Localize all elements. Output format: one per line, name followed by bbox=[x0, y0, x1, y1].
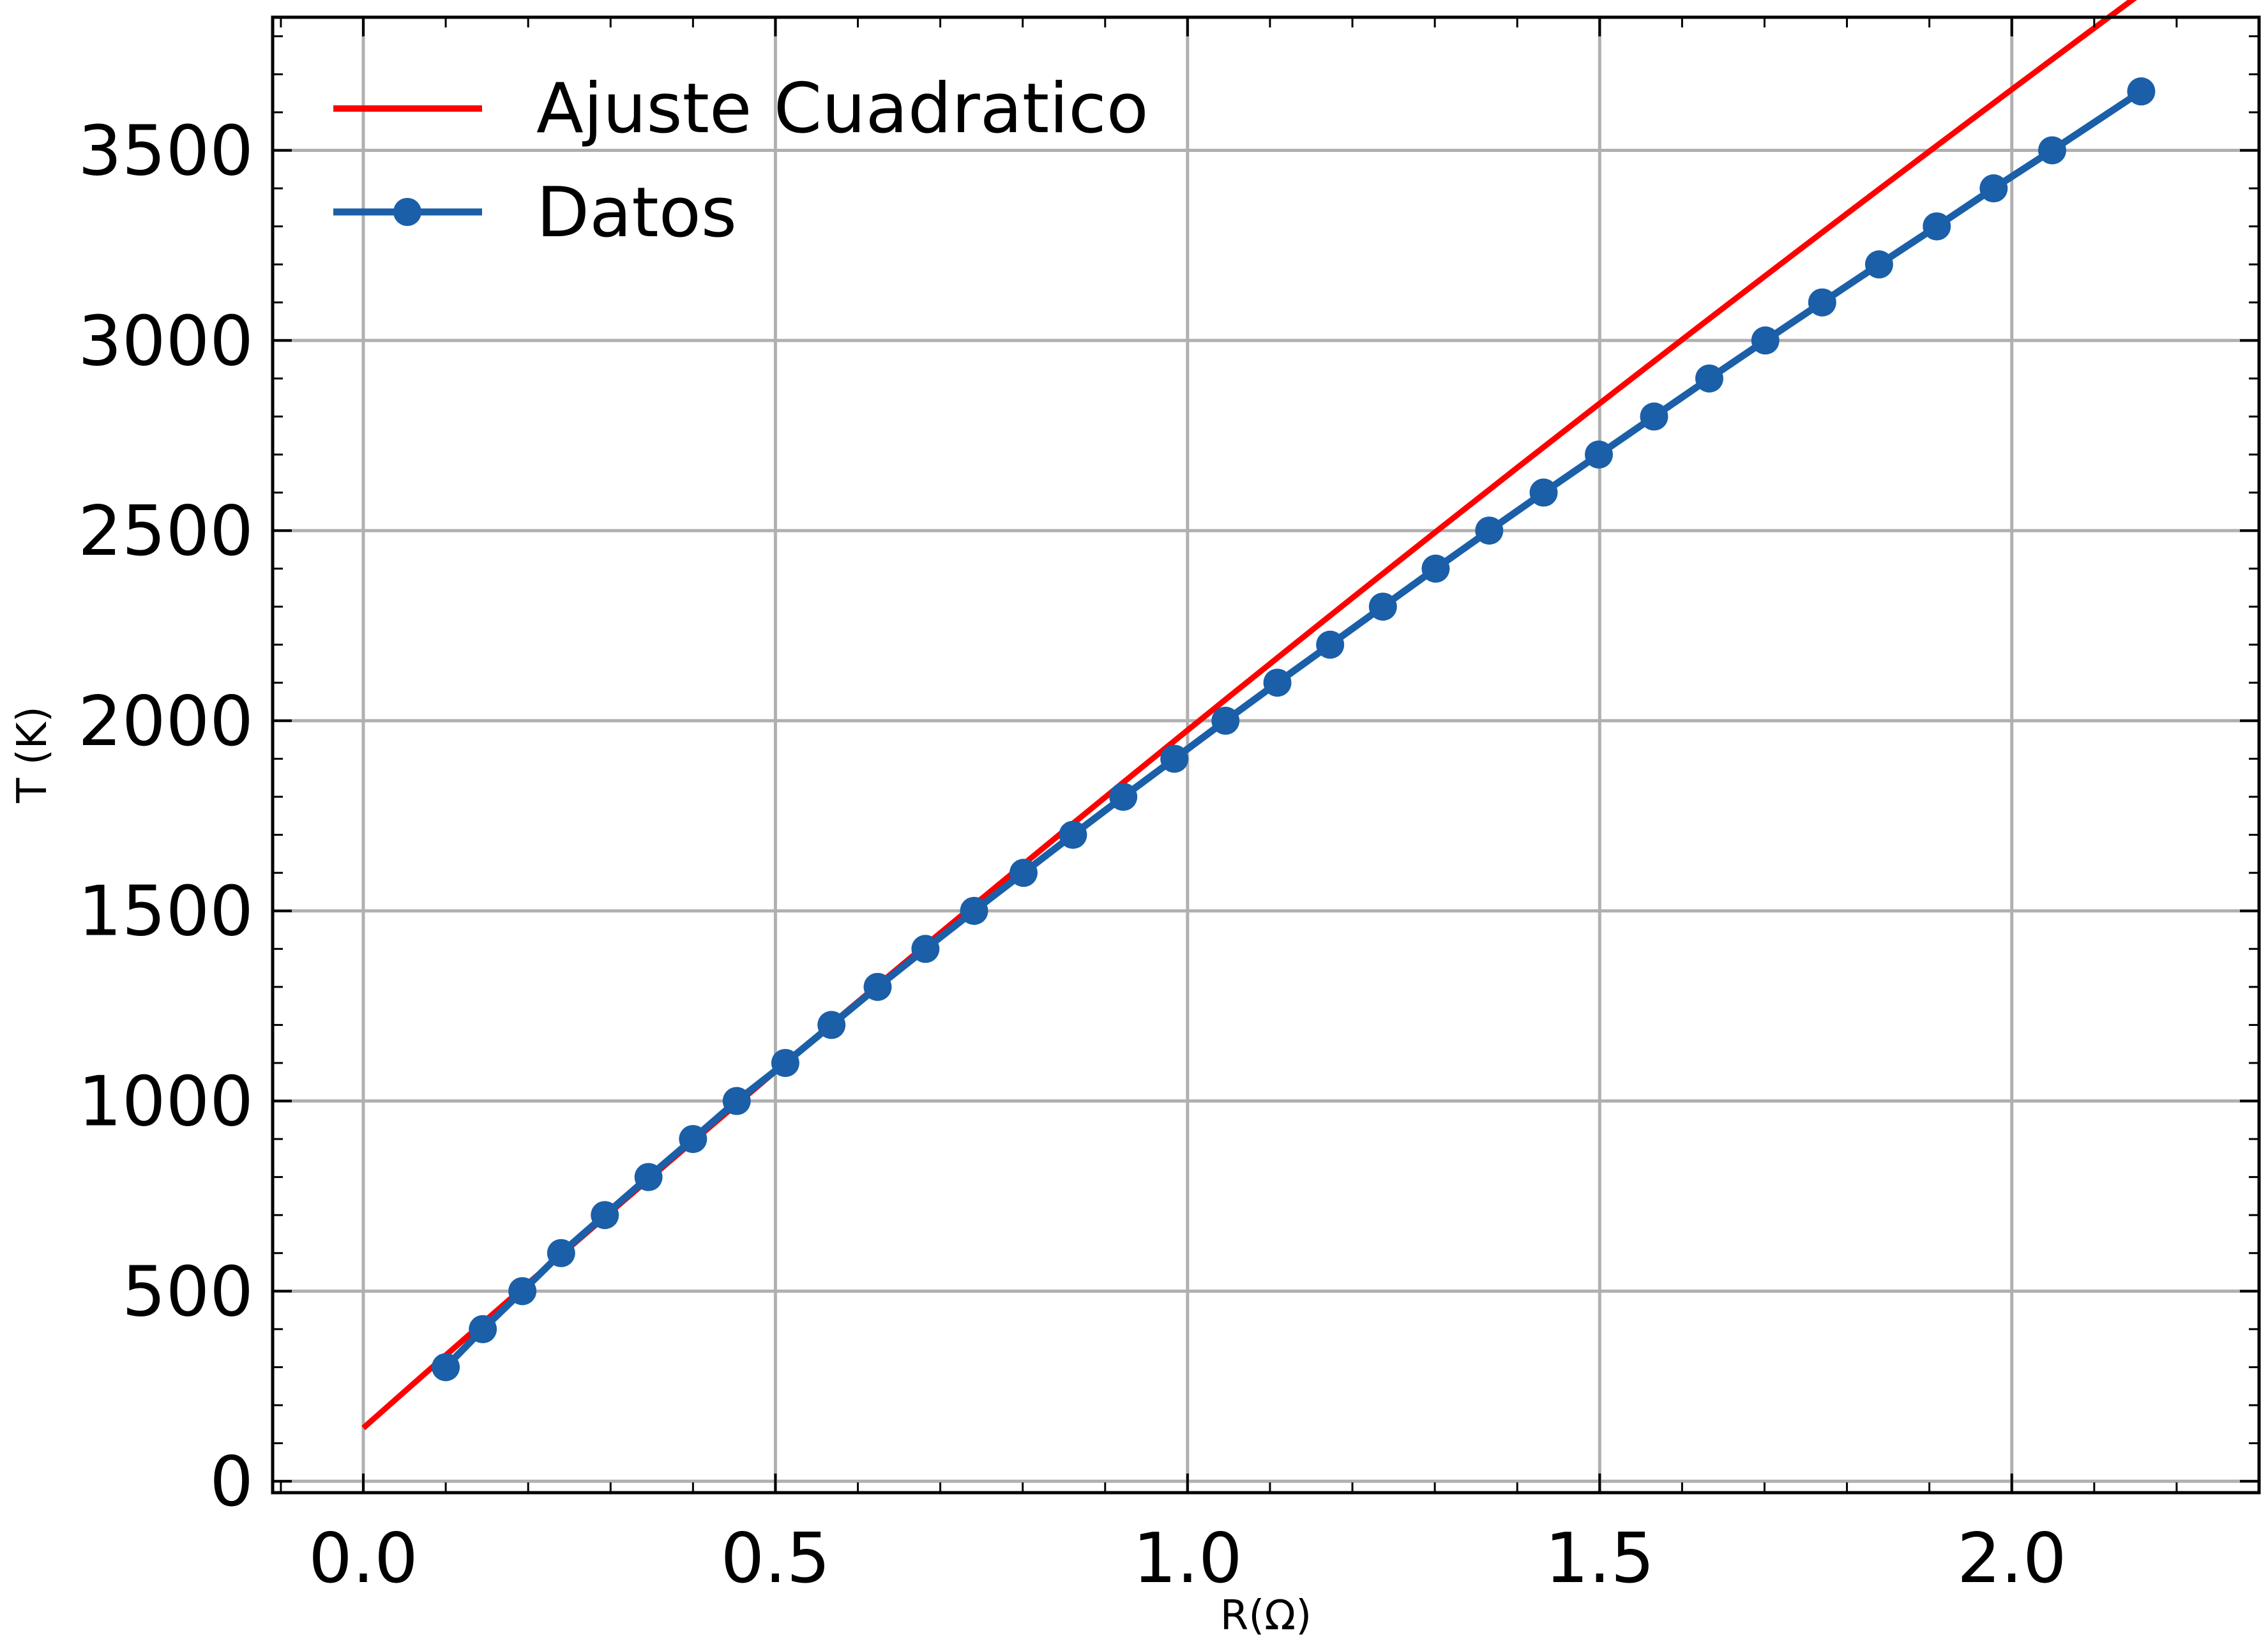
legend-marker-data bbox=[393, 198, 421, 226]
y-axis-label: T (K) bbox=[9, 706, 56, 803]
x-tick-label: 1.5 bbox=[1545, 1519, 1654, 1599]
data-point bbox=[432, 1353, 460, 1382]
x-tick-label: 0.0 bbox=[308, 1519, 418, 1599]
data-point bbox=[1109, 783, 1138, 811]
y-tick-label: 500 bbox=[122, 1252, 253, 1332]
y-tick-label: 2500 bbox=[78, 492, 253, 571]
data-point bbox=[817, 1011, 846, 1039]
legend-label-fit: Ajuste Cuadratico bbox=[536, 69, 1149, 149]
x-axis-label: R(Ω) bbox=[1220, 1592, 1312, 1640]
data-point bbox=[771, 1048, 799, 1077]
legend: Ajuste Cuadratico Datos bbox=[333, 69, 1149, 253]
y-tick-label: 3000 bbox=[78, 301, 253, 381]
y-tick-label: 2000 bbox=[78, 682, 253, 762]
data-point bbox=[1751, 326, 1780, 355]
data-point bbox=[1979, 174, 2008, 203]
data-point bbox=[1009, 859, 1038, 887]
x-tick-label: 1.0 bbox=[1133, 1519, 1243, 1599]
data-point bbox=[1808, 288, 1836, 317]
data-point bbox=[722, 1087, 751, 1115]
data-point bbox=[508, 1277, 537, 1306]
y-tick-label: 1500 bbox=[78, 872, 253, 952]
data-point bbox=[1864, 250, 1893, 279]
data-point bbox=[634, 1163, 663, 1191]
data-point bbox=[1585, 440, 1614, 469]
tick-labels: 0.0 0.5 1.0 1.5 2.0 0 500 1000 1500 2000 2500 3000 3… bbox=[78, 111, 2066, 1599]
x-tick-label: 2.0 bbox=[1957, 1519, 2067, 1599]
data-point bbox=[469, 1315, 497, 1343]
data-point bbox=[1640, 402, 1668, 431]
axis-ticks bbox=[273, 17, 2259, 1493]
data-point bbox=[547, 1239, 575, 1267]
data-point bbox=[1059, 820, 1087, 849]
data-point bbox=[1695, 364, 1723, 393]
data-point bbox=[679, 1125, 707, 1154]
series-layer bbox=[361, 0, 2156, 1431]
data-point bbox=[1368, 592, 1397, 621]
data-line bbox=[443, 88, 2143, 1370]
y-tick-label: 1000 bbox=[78, 1062, 253, 1142]
data-point bbox=[960, 896, 988, 925]
data-point bbox=[1421, 554, 1450, 583]
data-point bbox=[2037, 136, 2066, 165]
data-point bbox=[863, 972, 892, 1001]
data-point bbox=[1263, 668, 1292, 697]
y-tick-label: 3500 bbox=[78, 111, 253, 191]
data-point bbox=[1211, 706, 1240, 735]
data-point bbox=[911, 935, 940, 963]
data-point bbox=[591, 1201, 619, 1230]
data-point bbox=[2127, 77, 2156, 106]
data-point bbox=[1923, 212, 1951, 241]
legend-label-data: Datos bbox=[536, 173, 737, 253]
data-point bbox=[1160, 744, 1189, 773]
data-point bbox=[1316, 630, 1345, 659]
x-tick-label: 0.5 bbox=[721, 1519, 831, 1599]
data-point bbox=[1529, 478, 1558, 507]
y-tick-label: 0 bbox=[209, 1442, 253, 1522]
plot-frame bbox=[271, 15, 2261, 1495]
data-point bbox=[1475, 516, 1504, 545]
